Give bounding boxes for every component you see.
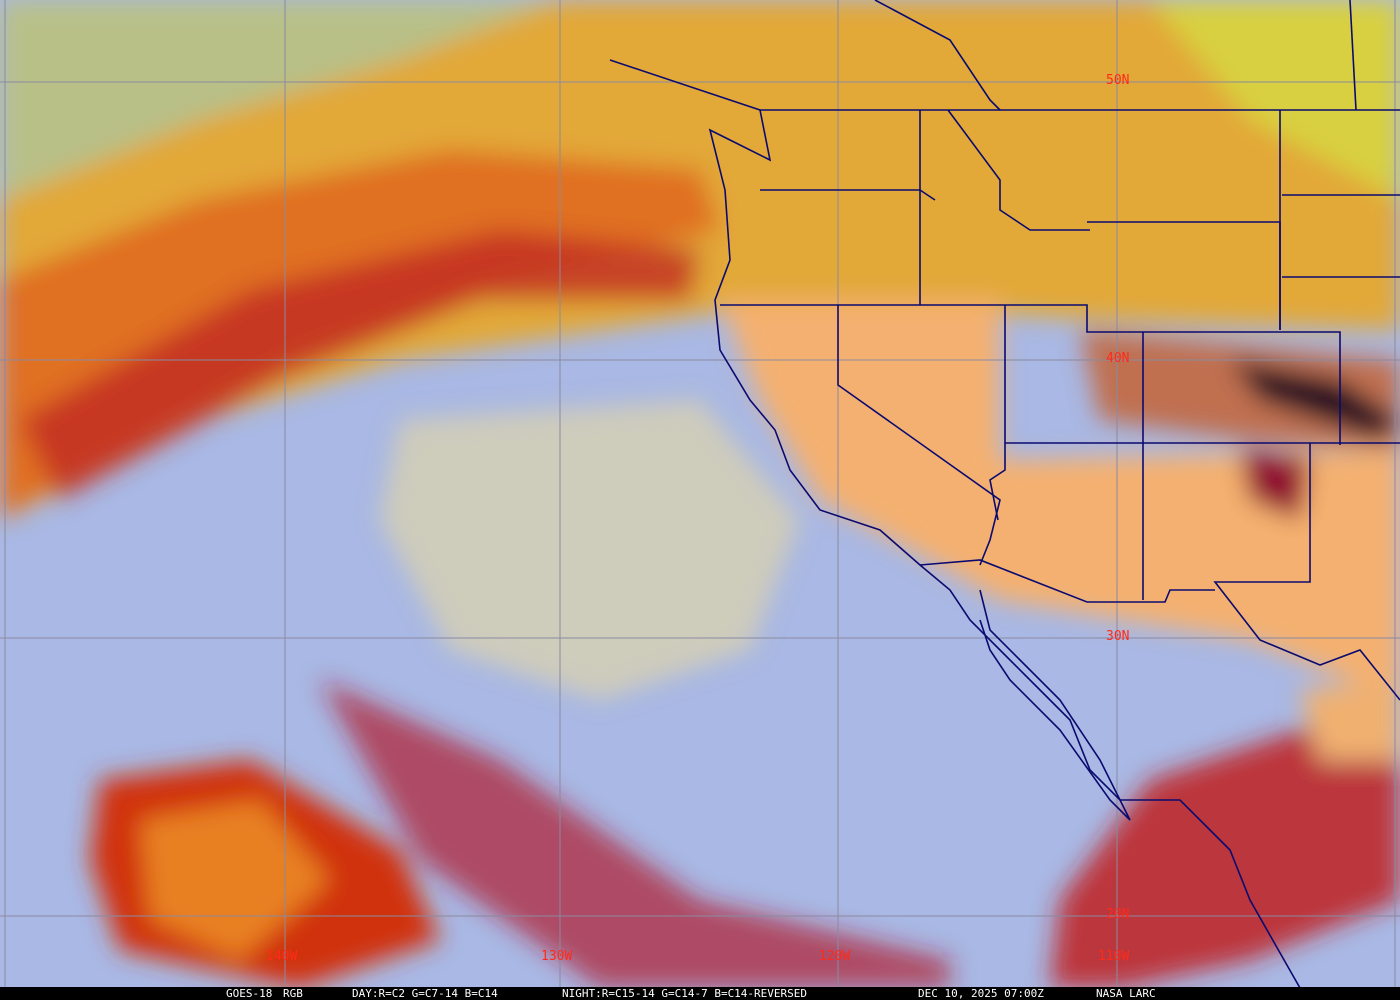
latitude-label-30n: 30N [1106,629,1130,644]
caption-satellite: GOES-18 [226,987,273,1000]
caption-day-recipe: DAY:R=C2 G=C7-14 B=C14 [352,987,498,1000]
image-caption-bar: GOES-18 RGB DAY:R=C2 G=C7-14 B=C14 NIGHT… [0,987,1400,1000]
longitude-label-140w: 140W [266,949,298,964]
latitude-label-50n: 50N [1106,73,1130,88]
latitude-label-40n: 40N [1106,351,1130,366]
coastlines-and-borders [609,0,1400,988]
caption-product: RGB [283,987,303,1000]
caption-night-recipe: NIGHT:R=C15-14 G=C14-7 B=C14-REVERSED [562,987,808,1000]
longitude-label-110w: 110W [1098,949,1130,964]
longitude-label-130w: 130W [541,949,573,964]
latitude-label-20n: 20N [1106,907,1130,922]
caption-datetime: DEC 10, 2025 07:00Z [918,987,1044,1000]
longitude-label-120w: 120W [819,949,851,964]
caption-credit: NASA LARC [1096,987,1156,1000]
